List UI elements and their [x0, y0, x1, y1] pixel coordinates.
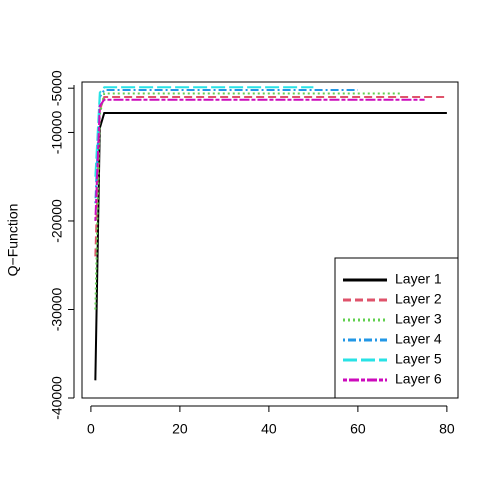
series-line: [94, 98, 425, 222]
y-axis-title: Q−Function: [5, 204, 21, 277]
series-line: [94, 88, 358, 204]
y-tick-label: -40000: [49, 376, 65, 420]
legend-label: Layer 3: [395, 311, 442, 327]
y-tick-label: -30000: [49, 287, 65, 331]
plot-frame: [81, 81, 459, 399]
y-tick-label: -10000: [49, 110, 65, 154]
legend-label: Layer 6: [395, 371, 442, 387]
series-line: [94, 86, 314, 177]
legend-label: Layer 5: [395, 351, 442, 367]
y-tick-label: -5000: [49, 70, 65, 106]
legend-label: Layer 1: [395, 271, 442, 287]
x-tick-label: 80: [439, 421, 455, 437]
x-tick-label: 0: [87, 421, 95, 437]
legend-label: Layer 2: [395, 291, 442, 307]
x-tick-label: 20: [172, 421, 188, 437]
x-tick-label: 60: [350, 421, 366, 437]
series-line: [94, 96, 447, 257]
y-tick-label: -20000: [49, 199, 65, 243]
legend-label: Layer 4: [395, 331, 442, 347]
x-tick-label: 40: [261, 421, 277, 437]
